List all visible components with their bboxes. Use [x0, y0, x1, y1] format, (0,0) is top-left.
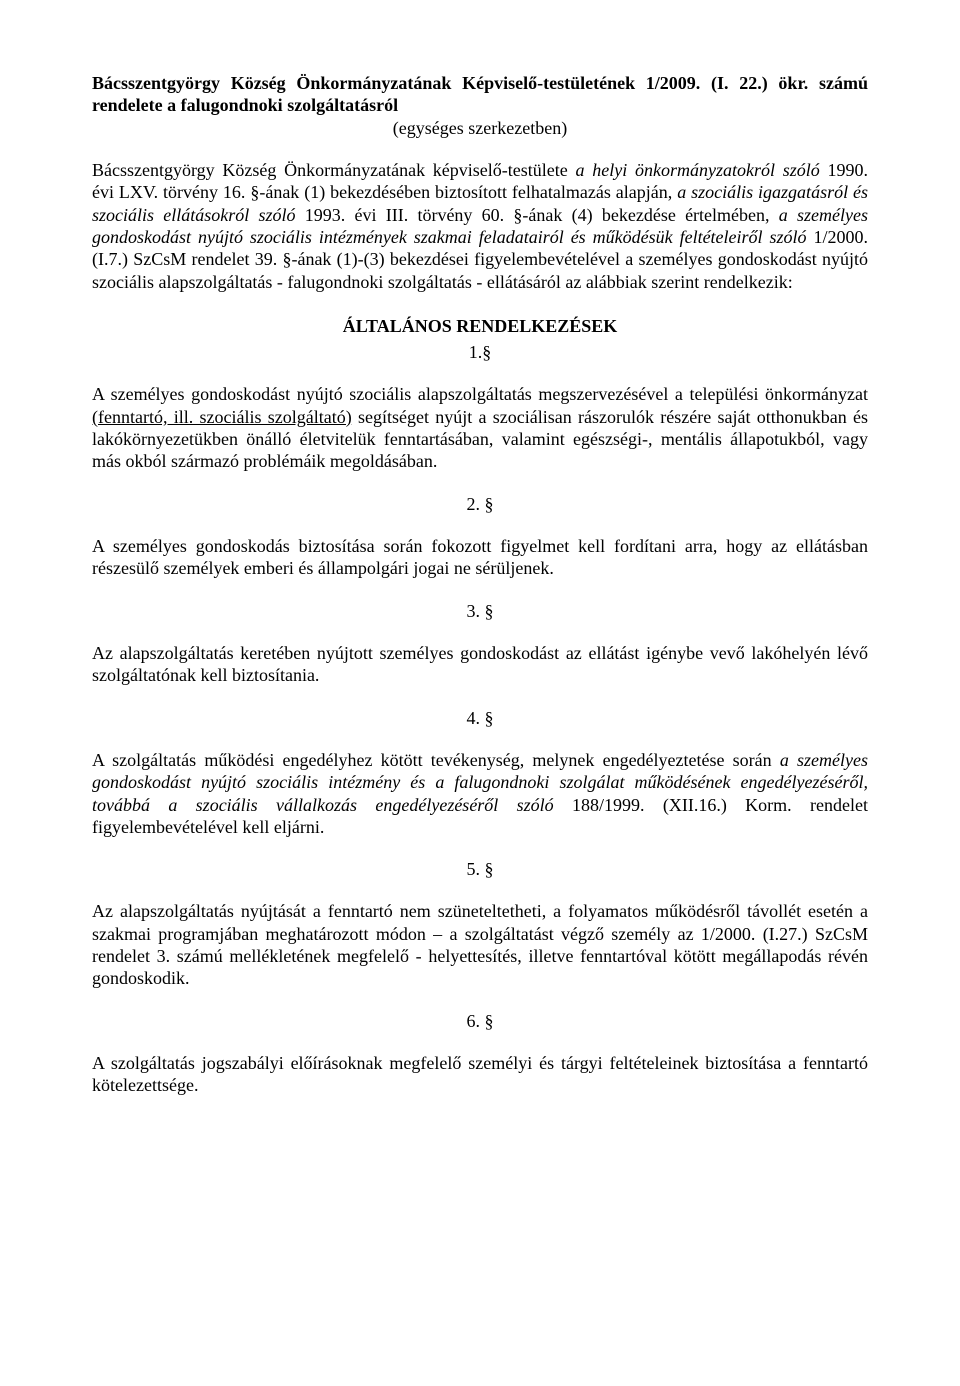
- intro-text-1: Bácsszentgyörgy Község Önkormányzatának …: [92, 160, 576, 180]
- section-6-number: 6. §: [92, 1010, 868, 1032]
- section-6-para: A szolgáltatás jogszabályi előírásoknak …: [92, 1052, 868, 1097]
- section-1-text-1: A személyes gondoskodást nyújtó szociáli…: [92, 384, 868, 404]
- section-5-para: Az alapszolgáltatás nyújtását a fenntart…: [92, 900, 868, 989]
- title-subheading: (egységes szerkezetben): [92, 117, 868, 139]
- section-1-para: A személyes gondoskodást nyújtó szociáli…: [92, 383, 868, 472]
- section-1-underline: (fenntartó, ill. szociális szolgáltató): [92, 407, 352, 427]
- general-heading: ÁLTALÁNOS RENDELKEZÉSEK: [92, 315, 868, 337]
- section-2-number: 2. §: [92, 493, 868, 515]
- section-4-para: A szolgáltatás működési engedélyhez kötö…: [92, 749, 868, 838]
- section-4-text-1: A szolgáltatás működési engedélyhez kötö…: [92, 750, 780, 770]
- title-block: Bácsszentgyörgy Község Önkormányzatának …: [92, 72, 868, 139]
- section-4-number: 4. §: [92, 707, 868, 729]
- title-line: Bácsszentgyörgy Község Önkormányzatának …: [92, 72, 868, 117]
- intro-italic-1: a helyi önkormányzatokról szóló: [576, 160, 820, 180]
- intro-paragraph: Bácsszentgyörgy Község Önkormányzatának …: [92, 159, 868, 293]
- section-3-para: Az alapszolgáltatás keretében nyújtott s…: [92, 642, 868, 687]
- section-1-number: 1.§: [92, 341, 868, 363]
- section-3-number: 3. §: [92, 600, 868, 622]
- section-5-number: 5. §: [92, 858, 868, 880]
- section-2-para: A személyes gondoskodás biztosítása sorá…: [92, 535, 868, 580]
- intro-text-3: 1993. évi III. törvény 60. §-ának (4) be…: [296, 205, 779, 225]
